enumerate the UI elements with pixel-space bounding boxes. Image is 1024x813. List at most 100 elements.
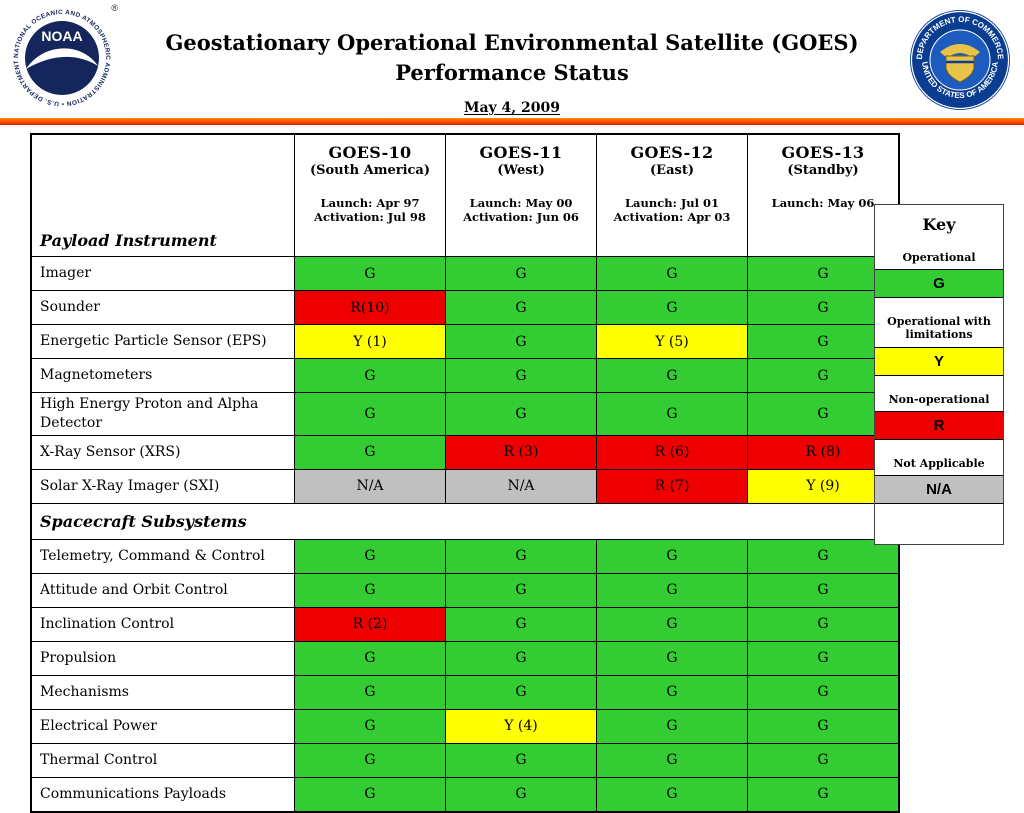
instrument-row: Sounder R(10) G G G	[30, 290, 900, 325]
satellite-name: GOES-13	[781, 143, 865, 162]
satellite-launch-date: Launch: Apr 97	[320, 196, 420, 210]
key-entry: Not Applicable N/A	[875, 456, 1003, 504]
status-cell: G	[596, 674, 748, 710]
status-cell: G	[596, 640, 748, 676]
status-cell: G	[445, 606, 597, 642]
noaa-logo: NATIONAL OCEANIC AND ATMOSPHERIC ADMINIS…	[7, 1, 118, 110]
instrument-label: Energetic Particle Sensor (EPS)	[30, 324, 295, 359]
noaa-circle	[25, 21, 99, 95]
noaa-bird-icon	[26, 48, 98, 69]
status-cell: G	[747, 776, 900, 813]
key-entry-label: Non-operational	[888, 392, 990, 406]
status-cell: G	[294, 742, 446, 778]
instrument-row: Attitude and Orbit Control G G G G	[30, 572, 900, 608]
key-title: Key	[922, 215, 956, 234]
status-cell: G	[445, 538, 597, 574]
instrument-row: Electrical Power G Y (4) G G	[30, 708, 900, 744]
key-entry-label: Operational with limitations	[887, 315, 991, 342]
instrument-label: Mechanisms	[30, 674, 295, 710]
instrument-label: Telemetry, Command & Control	[30, 538, 295, 574]
status-cell: G	[596, 572, 748, 608]
status-cell: G	[445, 742, 597, 778]
noaa-acronym: NOAA	[41, 28, 82, 44]
status-cell: G	[445, 256, 597, 291]
satellite-role: (South America)	[309, 163, 431, 178]
status-cell: G	[294, 256, 446, 291]
instrument-label: Imager	[30, 256, 295, 291]
instrument-row: Inclination Control R (2) G G G	[30, 606, 900, 642]
instrument-label: Magnetometers	[30, 358, 295, 393]
satellite-launch-date: Launch: May 06	[771, 196, 875, 210]
instrument-label: Solar X-Ray Imager (SXI)	[30, 468, 295, 504]
status-cell: G	[294, 358, 446, 393]
status-cell: G	[596, 358, 748, 393]
status-cell: G	[445, 324, 597, 359]
status-cell: G	[294, 538, 446, 574]
status-cell: G	[294, 392, 446, 436]
instrument-label: Propulsion	[30, 640, 295, 676]
instrument-label: Communications Payloads	[30, 776, 295, 813]
satellite-role: (East)	[650, 163, 694, 178]
instrument-row: X-Ray Sensor (XRS) G R (3) R (6) R (8)	[30, 434, 900, 470]
instrument-row: High Energy Proton and Alpha Detector G G G…	[30, 392, 900, 436]
noaa-emblem: NATIONAL OCEANIC AND ATMOSPHERIC ADMINIS…	[7, 1, 114, 110]
status-cell: G	[294, 640, 446, 676]
doc-seal: DEPARTMENT OF COMMERCE UNITED STATES OF …	[908, 8, 1012, 112]
key-entry: Operational G	[875, 251, 1003, 299]
status-cell: R (7)	[596, 468, 748, 504]
spacecraft-subsystems-header: Spacecraft Subsystems	[30, 502, 900, 540]
instrument-label: Sounder	[30, 290, 295, 325]
status-cell: R(10)	[294, 290, 446, 325]
status-cell: G	[747, 742, 900, 778]
column-header-goes-13: GOES-13 (Standby) Launch: May 06	[747, 133, 900, 257]
registered-trademark-mark: ®	[111, 3, 118, 13]
status-cell: G	[445, 358, 597, 393]
key-swatch: R	[875, 410, 1003, 440]
status-cell: G	[596, 538, 748, 574]
title-block: Geostationary Operational Environmental …	[125, 28, 899, 116]
status-cell: G	[596, 742, 748, 778]
doc-outer-ring	[910, 10, 1010, 110]
instrument-label: Electrical Power	[30, 708, 295, 744]
status-table: Payload Instrument GOES-10 (South America)…	[30, 133, 900, 813]
status-cell: G	[747, 572, 900, 608]
key-swatch: Y	[875, 346, 1003, 376]
status-cell: G	[294, 434, 446, 470]
divider-rule	[0, 118, 1024, 125]
section-header-row: Spacecraft Subsystems	[30, 502, 900, 540]
page-title: Geostationary Operational Environmental …	[125, 28, 899, 89]
satellite-activation-date: Activation: Apr 03	[613, 210, 731, 224]
payload-instrument-header: Payload Instrument	[30, 133, 295, 257]
instrument-label: Thermal Control	[30, 742, 295, 778]
status-cell: N/A	[445, 468, 597, 504]
instrument-row: Magnetometers G G G G	[30, 358, 900, 393]
column-header-goes-11: GOES-11 (West) Launch: May 00 Activation: J…	[445, 133, 597, 257]
status-cell: G	[596, 290, 748, 325]
date-label: May 4, 2009	[463, 99, 561, 116]
status-cell: Y (4)	[445, 708, 597, 744]
satellite-role: (Standby)	[787, 163, 859, 178]
status-cell: G	[747, 606, 900, 642]
satellite-activation-date: Activation: Jul 98	[314, 210, 426, 224]
key-entry: Operational with limitations Y	[875, 315, 1003, 376]
status-cell: N/A	[294, 468, 446, 504]
instrument-row: Thermal Control G G G G	[30, 742, 900, 778]
instrument-row: Communications Payloads G G G G	[30, 776, 900, 813]
instrument-row: Propulsion G G G G	[30, 640, 900, 676]
satellite-name: GOES-10	[328, 143, 412, 162]
key-entry-label: Not Applicable	[893, 456, 985, 470]
column-header-goes-12: GOES-12 (East) Launch: Jul 01 Activation: A…	[596, 133, 748, 257]
satellite-role: (West)	[497, 163, 545, 178]
status-cell: G	[294, 776, 446, 813]
satellite-name: GOES-12	[630, 143, 714, 162]
title-line-1: Geostationary Operational Environmental …	[165, 30, 859, 55]
instrument-label: Attitude and Orbit Control	[30, 572, 295, 608]
status-cell: G	[596, 256, 748, 291]
key-swatch: G	[875, 269, 1003, 299]
payload-instrument-label: Payload Instrument	[40, 231, 217, 250]
status-cell: Y (1)	[294, 324, 446, 359]
status-cell: G	[445, 290, 597, 325]
satellite-activation-date: Activation: Jun 06	[463, 210, 579, 224]
title-line-2: Performance Status	[395, 60, 629, 86]
